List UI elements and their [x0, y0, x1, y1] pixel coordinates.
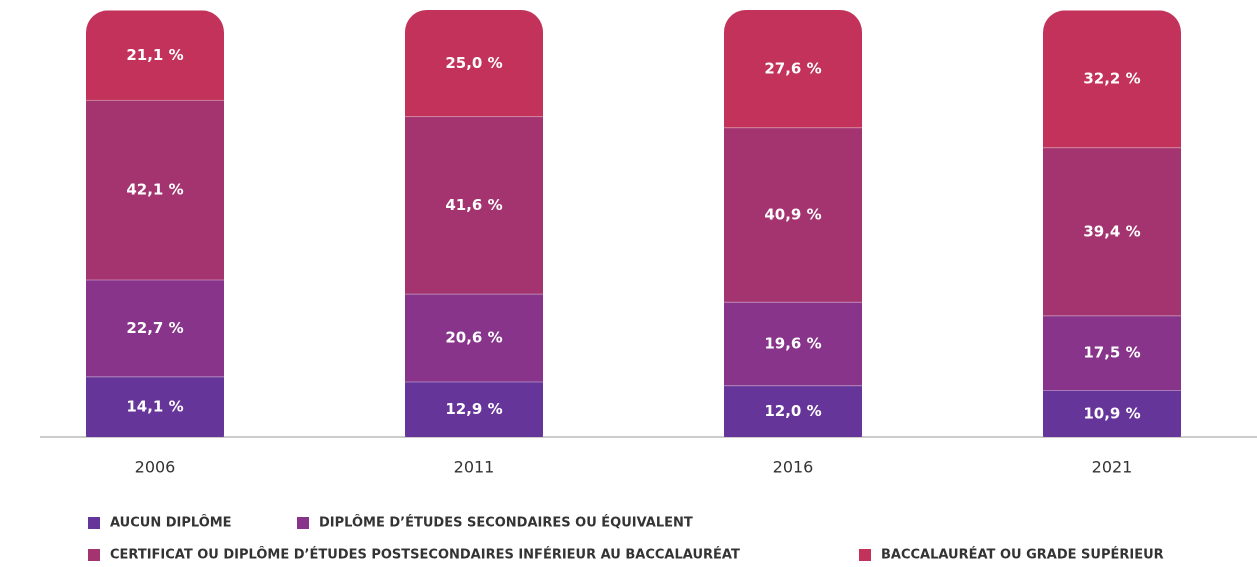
- data-label: 19,6 %: [764, 335, 821, 353]
- data-label: 41,6 %: [445, 196, 502, 214]
- bar-segment: [86, 376, 224, 437]
- data-label: 12,0 %: [764, 402, 821, 420]
- data-label: 17,5 %: [1083, 344, 1140, 362]
- data-label: 32,2 %: [1083, 70, 1140, 88]
- data-label: 39,4 %: [1083, 222, 1140, 240]
- legend-label: AUCUN DIPLÔME: [110, 515, 232, 531]
- data-label: 21,1 %: [126, 46, 183, 64]
- x-tick-label: 2006: [135, 458, 176, 477]
- bar-segment: [405, 294, 543, 382]
- data-label: 42,1 %: [126, 181, 183, 199]
- bar-segment: [1043, 10, 1181, 148]
- legend-label: CERTIFICAT OU DIPLÔME D’ÉTUDES POSTSECON…: [110, 547, 740, 563]
- data-label: 12,9 %: [445, 400, 502, 418]
- bar-segment: [724, 385, 862, 437]
- x-tick-label: 2016: [773, 458, 814, 477]
- bar-segment: [1043, 390, 1181, 437]
- data-label: 40,9 %: [764, 205, 821, 223]
- legend-swatch: [88, 549, 100, 561]
- data-label: 25,0 %: [445, 54, 502, 72]
- x-tick-label: 2011: [454, 458, 495, 477]
- bar-segment: [86, 10, 224, 101]
- legend-label: BACCALAURÉAT OU GRADE SUPÉRIEUR: [881, 547, 1164, 563]
- data-label: 20,6 %: [445, 329, 502, 347]
- bar-segment: [1043, 147, 1181, 316]
- x-tick-label: 2021: [1092, 458, 1133, 477]
- legend-swatch: [859, 549, 871, 561]
- data-label: 27,6 %: [764, 59, 821, 77]
- bar-segment: [724, 127, 862, 303]
- bar-segment: [724, 302, 862, 386]
- bar-segment: [405, 10, 543, 117]
- bar-segment: [1043, 315, 1181, 391]
- bar-segment: [405, 116, 543, 295]
- legend-swatch: [88, 517, 100, 529]
- data-label: 14,1 %: [126, 397, 183, 415]
- bar-segment: [724, 10, 862, 128]
- data-label: 22,7 %: [126, 319, 183, 337]
- data-label: 10,9 %: [1083, 404, 1140, 422]
- bar-segment: [405, 381, 543, 437]
- legend-swatch: [297, 517, 309, 529]
- bar-segment: [86, 100, 224, 281]
- legend-label: DIPLÔME D’ÉTUDES SECONDAIRES OU ÉQUIVALE…: [319, 515, 693, 531]
- bar-segment: [86, 280, 224, 377]
